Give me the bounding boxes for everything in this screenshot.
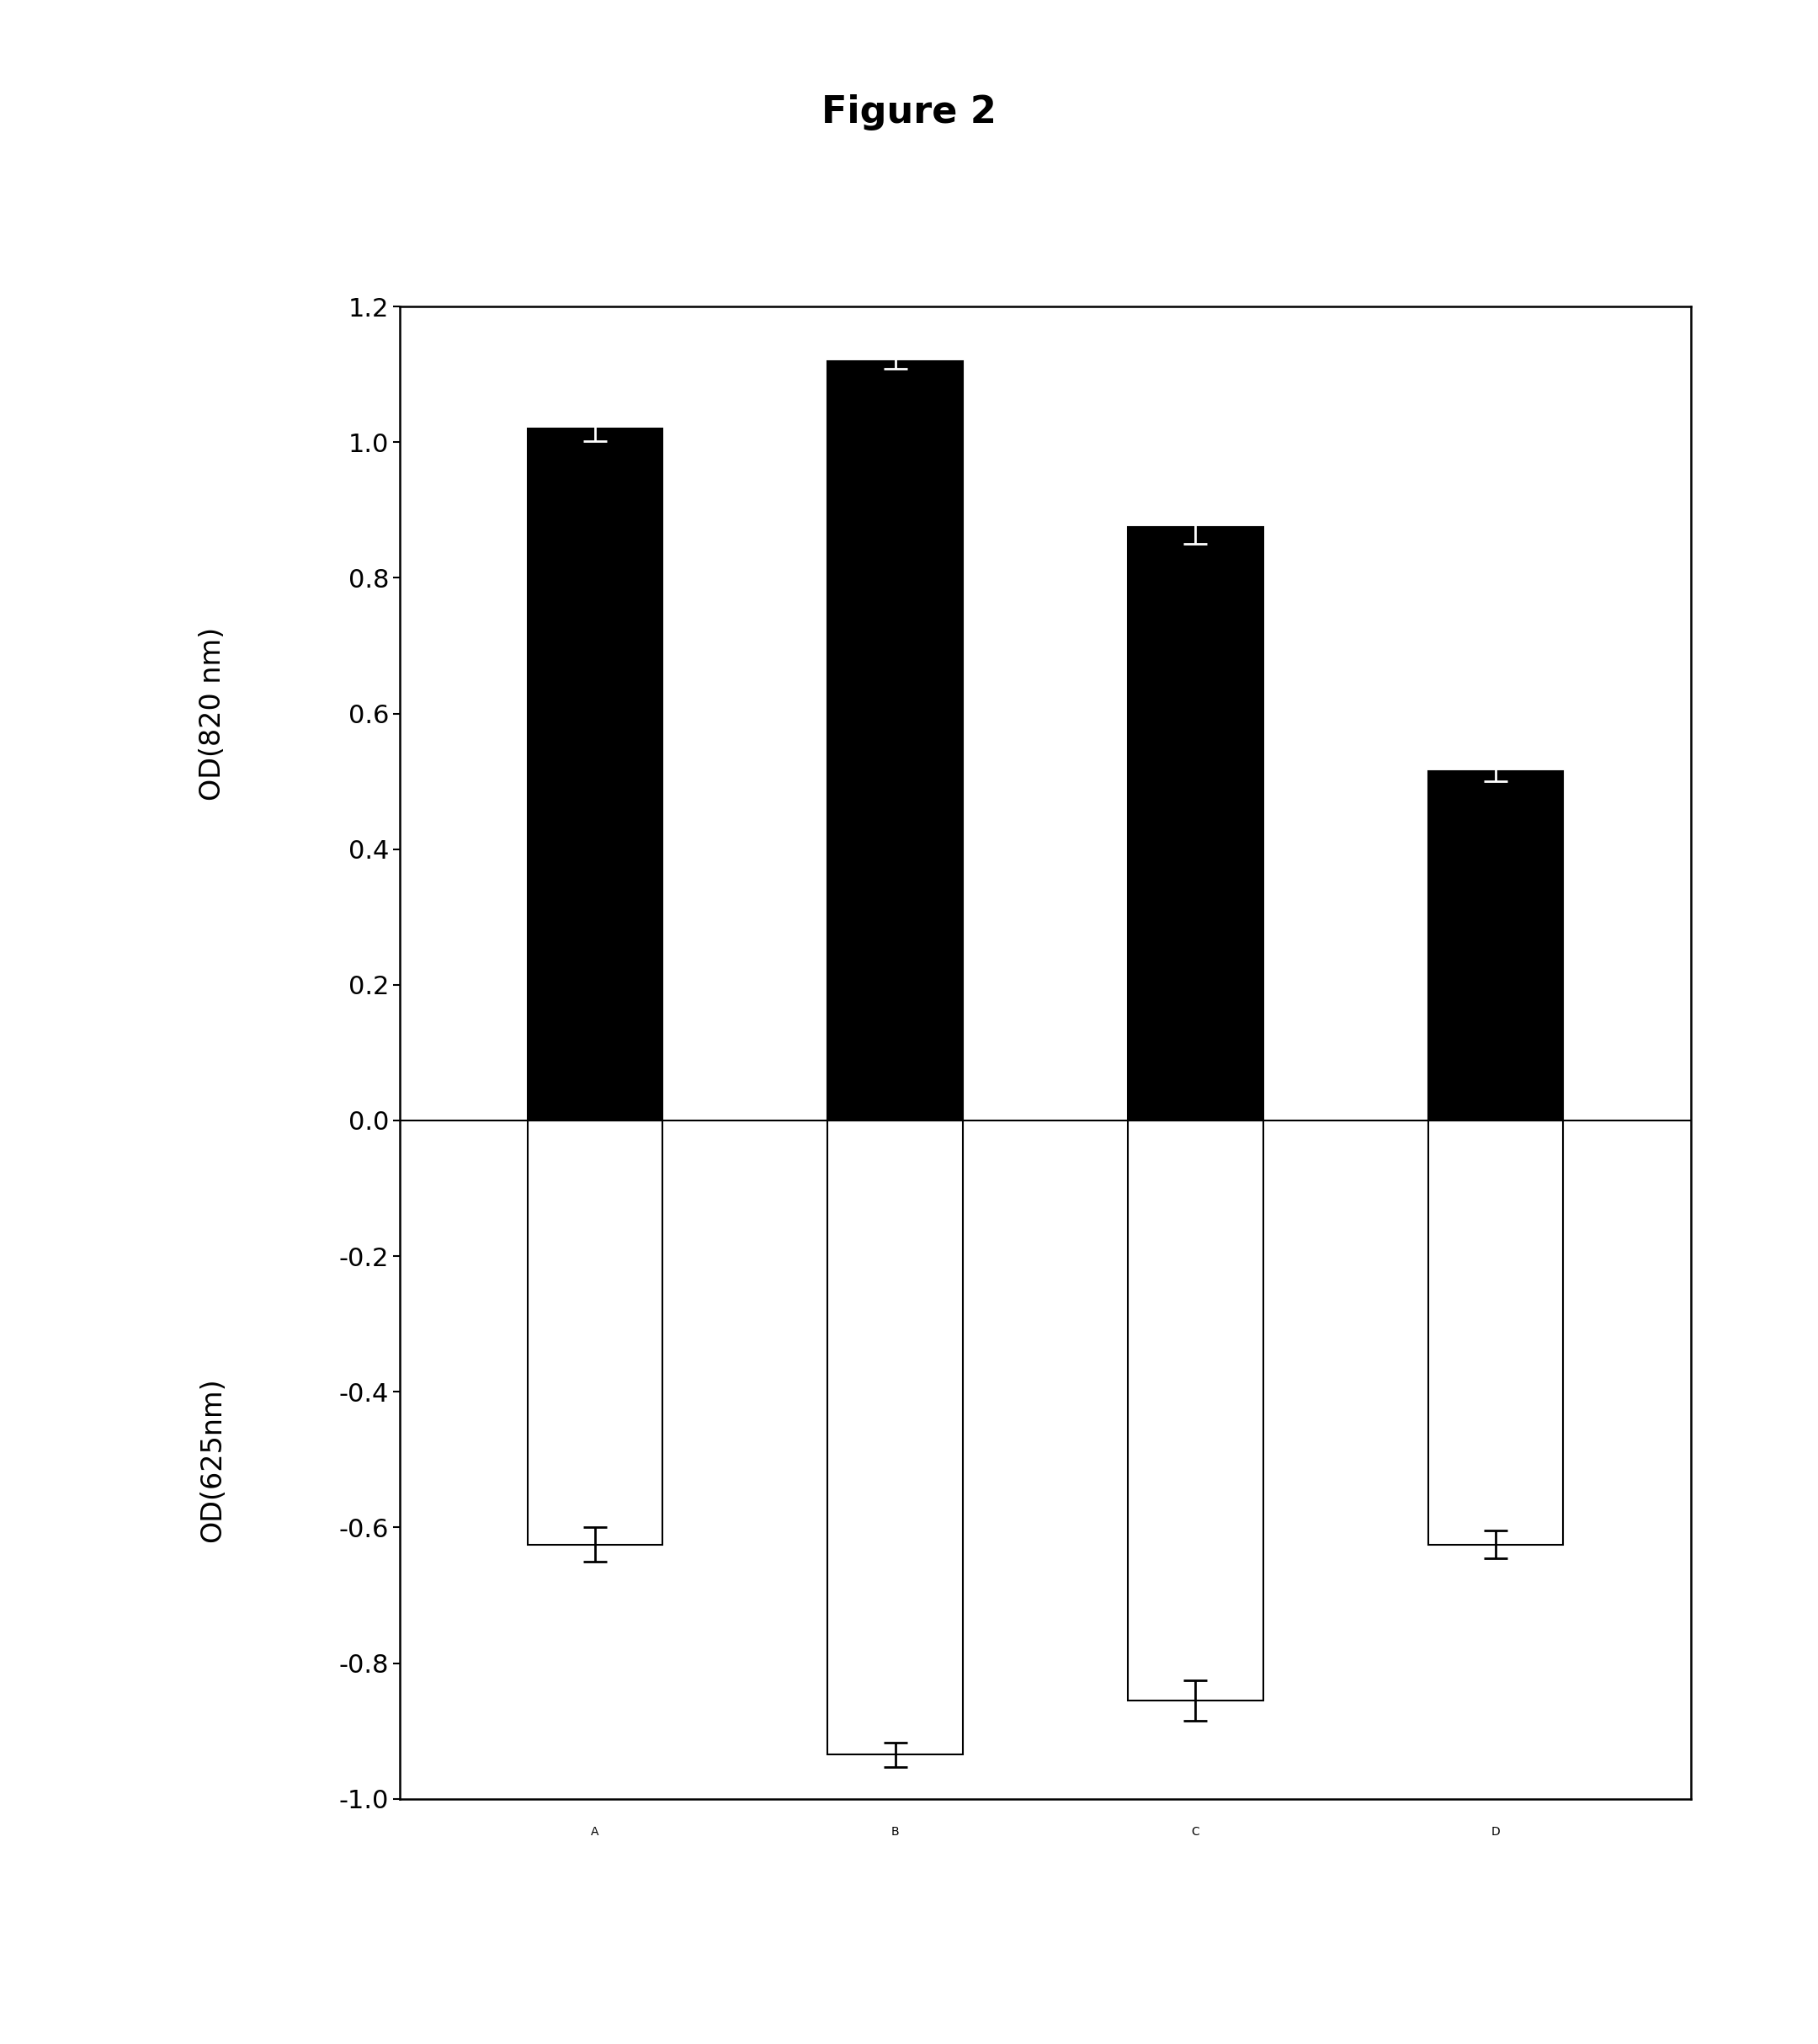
Text: OD(625nm): OD(625nm) (198, 1378, 227, 1541)
Bar (827, 362, 964, 1120)
Bar (1127, 527, 1264, 1120)
Text: Figure 2: Figure 2 (822, 94, 996, 131)
Bar (1127, 1120, 1264, 1701)
Bar (1429, 771, 1563, 1120)
Text: OD(820 nm): OD(820 nm) (198, 628, 227, 801)
Bar (527, 1120, 662, 1545)
Bar (827, 1120, 964, 1754)
Bar (527, 429, 662, 1120)
Bar (1429, 1120, 1563, 1545)
